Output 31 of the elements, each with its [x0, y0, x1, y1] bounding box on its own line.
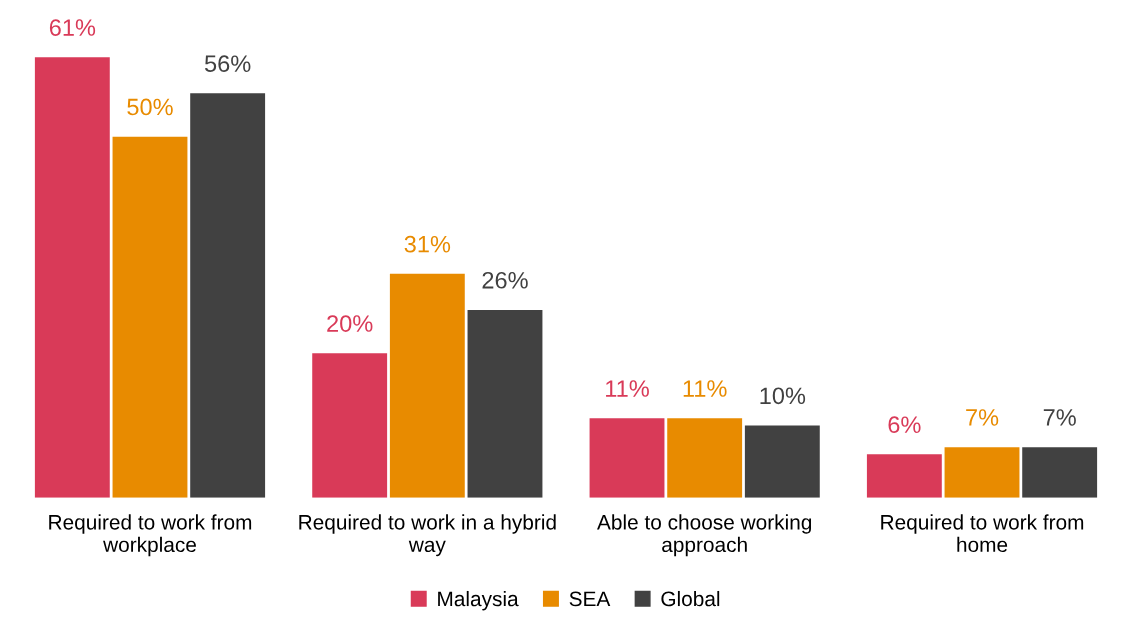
data-label: 56% [204, 55, 251, 73]
bar [589, 418, 665, 498]
data-label: 50% [127, 98, 173, 116]
data-label: 31% [404, 235, 451, 253]
data-label: 7% [966, 409, 999, 426]
bar [34, 57, 110, 498]
x-tick-label: Able to choose working approach [597, 514, 812, 557]
data-label: 10% [760, 387, 806, 405]
legend-label: Malaysia [438, 590, 519, 611]
data-label: 11% [683, 380, 727, 397]
bar [944, 447, 1020, 498]
bar [312, 353, 388, 498]
data-label: 26% [482, 271, 528, 289]
bar [112, 136, 188, 498]
x-tick-label: Required to work from home [881, 514, 1084, 553]
bar [667, 418, 743, 498]
bar [190, 93, 266, 498]
bar [467, 309, 543, 498]
data-label: 20% [327, 315, 373, 332]
x-tick-label: Required to work in a hybrid way [299, 514, 556, 557]
bar [1022, 447, 1098, 498]
bar [389, 273, 465, 498]
data-label: 7% [1043, 409, 1076, 426]
bar [744, 425, 820, 498]
x-tick-label: Required to work from workplace [49, 514, 252, 557]
data-label: 11% [606, 380, 649, 397]
data-label: 6% [888, 416, 921, 434]
data-label: 61% [49, 19, 96, 36]
legend-label: SEA [569, 591, 611, 607]
legend-label: Global [661, 590, 720, 607]
bar [866, 454, 942, 498]
